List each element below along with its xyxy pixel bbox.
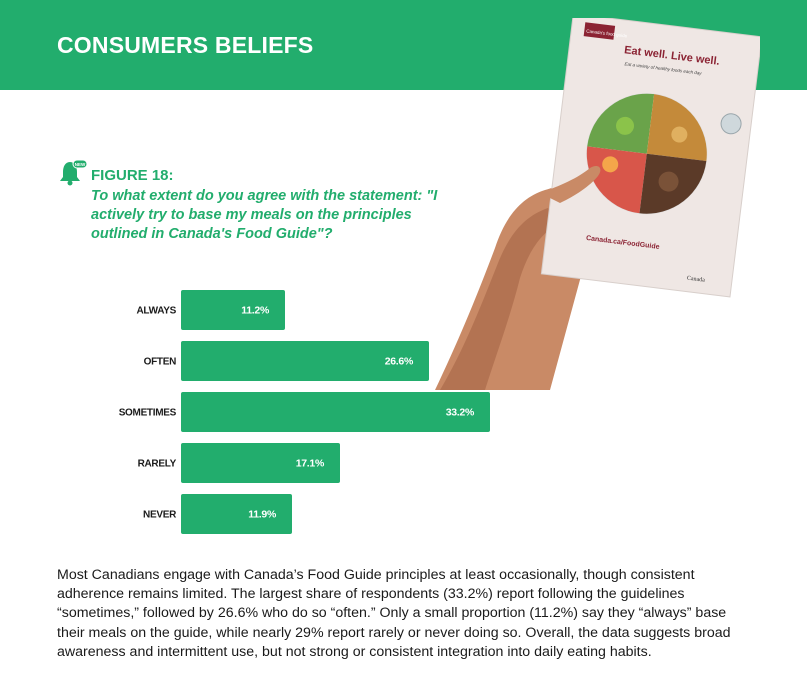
thumb [540, 165, 601, 203]
booklet-signature: Canada [687, 276, 706, 284]
new-badge: NEW [75, 162, 86, 167]
bar-chart: ALWAYS 11.2% OFTEN 26.6% SOMETIMES 33.2% RAREL… [119, 290, 490, 534]
value-label-often: 26.6% [385, 356, 414, 368]
value-label-never: 11.9% [248, 509, 277, 521]
category-label-rarely: RARELY [138, 459, 177, 470]
figure-label: FIGURE 18: [91, 167, 174, 184]
bar-rarely [181, 443, 340, 483]
category-label-never: NEVER [143, 510, 177, 521]
bar-never [181, 494, 292, 534]
category-label-often: OFTEN [144, 357, 176, 368]
water-glass [720, 113, 742, 135]
booklet: Canada's food guide Eat well. Live well.… [540, 18, 760, 298]
value-label-sometimes: 33.2% [446, 407, 475, 419]
summary-paragraph: Most Canadians engage with Canada’s Food… [57, 567, 731, 660]
bell-icon: NEW [60, 159, 88, 186]
booklet-brand: Canada's food guide [586, 28, 628, 38]
category-label-always: ALWAYS [136, 306, 176, 317]
hand-shading [440, 208, 560, 390]
category-label-sometimes: SOMETIMES [119, 408, 177, 419]
bar-sometimes [181, 392, 490, 432]
value-label-rarely: 17.1% [296, 458, 325, 470]
bar-always [181, 290, 285, 330]
figure-question: To what extent do you agree with the sta… [91, 188, 438, 242]
bar-often [181, 341, 429, 381]
value-label-always: 11.2% [241, 305, 270, 317]
page-title: CONSUMERS BELIEFS [57, 32, 314, 58]
food-guide-photo: Canada's food guide Eat well. Live well.… [435, 18, 760, 390]
